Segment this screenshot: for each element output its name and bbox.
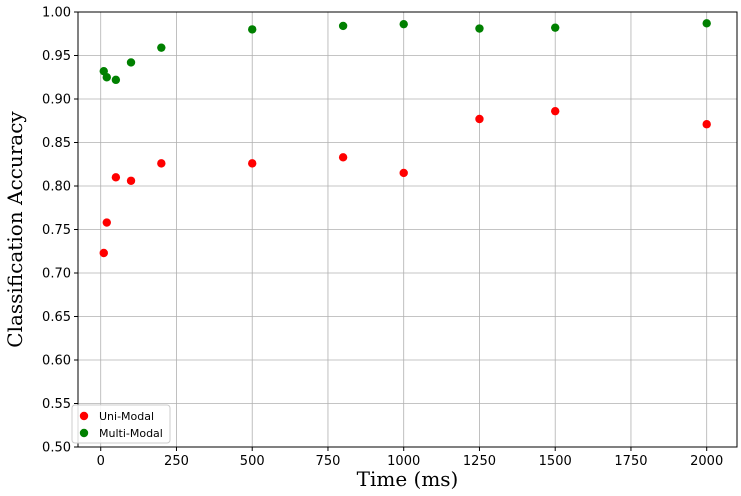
x-tick-label: 1750: [614, 454, 647, 469]
data-points: [99, 19, 711, 258]
y-tick-label: 0.95: [42, 49, 71, 64]
y-tick-label: 0.85: [42, 136, 71, 151]
data-point-multi-modal: [702, 19, 711, 28]
x-axis-label: Time (ms): [357, 467, 459, 491]
y-tick-label: 0.90: [42, 93, 71, 108]
x-tick-label: 1250: [463, 454, 496, 469]
data-point-multi-modal: [338, 21, 348, 31]
legend-box: [71, 404, 171, 444]
data-point-multi-modal: [475, 24, 484, 33]
data-point-uni-modal: [338, 153, 348, 162]
y-tick-label: 1.00: [42, 6, 71, 21]
x-tick-label: 0: [97, 454, 105, 469]
y-tick-label: 0.65: [42, 310, 71, 325]
data-point-uni-modal: [111, 173, 121, 182]
legend: Uni-Modal Multi-Modal: [71, 404, 171, 444]
data-point-multi-modal: [248, 25, 257, 34]
legend-marker-uni-modal: [79, 411, 89, 421]
data-point-uni-modal: [157, 159, 166, 168]
legend-marker-multi-modal: [79, 428, 89, 438]
x-tick-label: 750: [316, 454, 341, 469]
legend-label-uni-modal: Uni-Modal: [99, 410, 154, 423]
y-tick-label: 0.80: [42, 180, 71, 195]
data-point-multi-modal: [399, 19, 408, 29]
y-tick-label: 0.70: [42, 267, 71, 282]
x-tick-label: 1500: [539, 454, 572, 469]
x-tick-label: 1000: [387, 454, 420, 469]
data-point-uni-modal: [551, 106, 560, 116]
data-point-multi-modal: [111, 75, 121, 85]
data-point-multi-modal: [157, 43, 166, 52]
data-point-multi-modal: [102, 73, 111, 82]
y-axis: 0.50 0.55 0.60 0.65 0.70 0.75 0.80 0.85 0.90 0.95…: [42, 6, 78, 456]
data-point-multi-modal: [551, 23, 560, 32]
x-tick-label: 500: [240, 454, 265, 469]
x-axis: 0 250 500 750 1000 1250 1500 1750 2000: [97, 447, 723, 469]
y-tick-label: 0.75: [42, 223, 71, 238]
legend-label-multi-modal: Multi-Modal: [99, 427, 163, 440]
data-point-multi-modal: [126, 58, 136, 67]
y-tick-label: 0.55: [42, 397, 71, 412]
y-tick-label: 0.50: [42, 441, 71, 456]
data-point-uni-modal: [475, 114, 484, 124]
data-point-uni-modal: [702, 120, 711, 129]
data-point-uni-modal: [248, 159, 257, 168]
data-point-uni-modal: [99, 248, 108, 258]
data-point-uni-modal: [126, 176, 136, 185]
plot-frame: [77, 11, 738, 448]
x-tick-label: 2000: [690, 454, 723, 469]
x-tick-label: 250: [164, 454, 189, 469]
data-point-uni-modal: [399, 168, 408, 178]
data-point-uni-modal: [102, 218, 111, 227]
y-tick-label: 0.60: [42, 354, 71, 369]
y-axis-label: Classification Accuracy: [3, 111, 27, 348]
